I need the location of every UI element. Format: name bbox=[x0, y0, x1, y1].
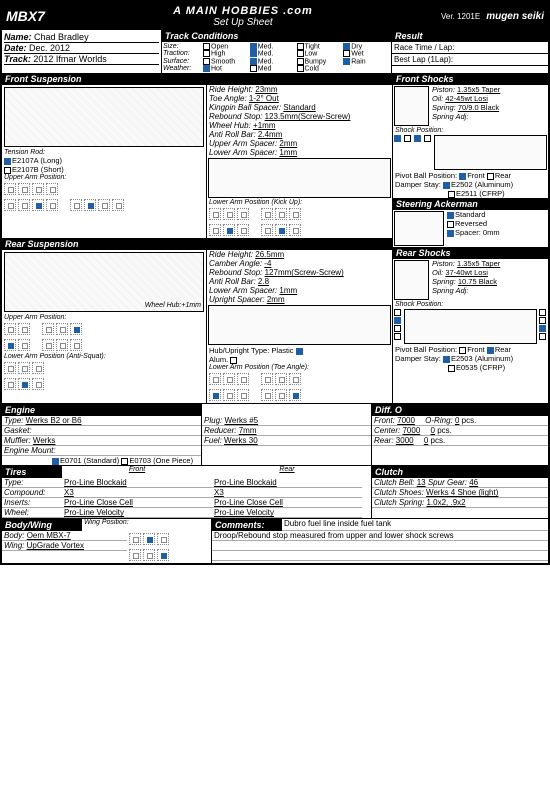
f-damper2: E2511 (CFRP) bbox=[393, 189, 548, 198]
bottom: Engine Type: Werks B2 or B6Gasket: Muffl… bbox=[2, 403, 548, 563]
body-title: Body/Wing bbox=[2, 519, 82, 531]
header-center: A MAIN HOBBIES .com Set Up Sheet bbox=[45, 5, 441, 28]
wing-pos-label: Wing Position: bbox=[82, 519, 131, 531]
rear-shocks-title: Rear Shocks bbox=[393, 247, 548, 259]
version: Ver. 1201E bbox=[441, 12, 480, 21]
rear-susp-diagram: Wheel Hub:+1mm bbox=[4, 252, 204, 312]
rear-lower-toe-label: Lower Arm Position (Toe Angle): bbox=[207, 364, 392, 371]
setup-sheet: MBX7 A MAIN HOBBIES .com Set Up Sheet Ve… bbox=[0, 0, 550, 565]
rear-susp: Wheel Hub:+1mm Upper Arm Position: Lower… bbox=[2, 250, 392, 403]
hub-alum: Alum. bbox=[207, 355, 392, 364]
rear-arm-diagram bbox=[208, 305, 391, 345]
diff-title: Diff. O bbox=[372, 404, 548, 416]
rear-susp-right: Ride Height: 26.5mmCamber Angle: -4Rebou… bbox=[207, 250, 392, 403]
logo-right: mugen seiki bbox=[486, 11, 544, 22]
rear-upper-label: Upper Arm Position: bbox=[2, 314, 206, 321]
steering-title: Steering Ackerman bbox=[393, 198, 548, 210]
rshock-pos-diagram bbox=[404, 309, 537, 344]
hub-type: Hub/Upright Type: Plastic bbox=[207, 346, 392, 355]
tension-opt-0: E2107A (Long) bbox=[2, 156, 206, 165]
comments-title: Comments: bbox=[212, 519, 282, 531]
track-cond-title: Track Conditions bbox=[162, 30, 391, 42]
tires-clutch: Tires Front Rear Type:Pro-Line BlockaidP… bbox=[2, 465, 548, 518]
front-shock-diagram bbox=[394, 86, 429, 126]
track-cond-grid: Size:OpenMed.TightDryTraction:HighMed.Lo… bbox=[162, 42, 391, 73]
tires-front-h: Front bbox=[62, 466, 212, 478]
result-title: Result bbox=[392, 30, 548, 42]
info-left: Name: Chad Bradley Date: Dec. 2012 Track… bbox=[2, 30, 162, 73]
steering-spacer: Spacer: 0mm bbox=[455, 228, 500, 237]
r-damper: Damper Stay: E2503 (Aluminum) bbox=[393, 354, 548, 363]
rear-susp-left: Wheel Hub:+1mm Upper Arm Position: Lower… bbox=[2, 250, 207, 403]
track-label: Track: bbox=[4, 54, 31, 64]
steering-rev: Reversed bbox=[455, 219, 487, 228]
front-lower-label: Lower Arm Position (Kick Up): bbox=[207, 199, 392, 206]
f-pivot: Pivot Ball Position: Front Rear bbox=[393, 171, 548, 180]
rear-susp-title: Rear Suspension bbox=[2, 238, 392, 250]
rear-shock-diagram bbox=[394, 260, 429, 300]
front-susp-diagram bbox=[4, 87, 204, 147]
front-shocks: Piston: 1.35x5 TaperOil: 42-45wt LosiSpr… bbox=[393, 85, 548, 127]
body-comments: Body/Wing Wing Position: Body: Oem MBX-7… bbox=[2, 518, 548, 563]
name-label: Name: bbox=[4, 32, 32, 42]
steering-std: Standard bbox=[455, 210, 485, 219]
rear-shocks: Piston: 1.35x5 TaperOil: 37-40wt LosiSpr… bbox=[393, 259, 548, 301]
front-upper-label: Upper Arm Position: bbox=[2, 174, 206, 181]
logo-left: MBX7 bbox=[6, 8, 45, 24]
rshock-pos bbox=[393, 308, 548, 345]
fshock-pos-label: Shock Position: bbox=[393, 127, 548, 134]
engine-diff: Engine Type: Werks B2 or B6Gasket: Muffl… bbox=[2, 403, 548, 465]
front-susp-title: Front Suspension bbox=[2, 73, 392, 85]
front-lower-pos bbox=[207, 206, 392, 238]
result: Result Race Time / Lap: Best Lap (1Lap): bbox=[392, 30, 548, 73]
mount-opt-0: E0701 (Standard) bbox=[60, 456, 119, 465]
result-racetime: Race Time / Lap: bbox=[392, 42, 548, 54]
header-subtitle: Set Up Sheet bbox=[45, 17, 441, 28]
comment-1: Droop/Rebound stop measured from upper a… bbox=[212, 531, 548, 541]
front-upper-pos bbox=[2, 181, 206, 213]
date-value: Dec. 2012 bbox=[29, 43, 70, 53]
comment-0: Dubro fuel line inside fuel tank bbox=[282, 519, 548, 531]
tires-rear-h: Rear bbox=[212, 466, 362, 478]
tension-opt-1: E2107B (Short) bbox=[2, 165, 206, 174]
right-col: Front Shocks Piston: 1.35x5 TaperOil: 42… bbox=[392, 73, 548, 403]
steering: Standard Reversed Spacer: 0mm bbox=[393, 210, 548, 247]
steering-diagram bbox=[394, 211, 444, 246]
r-damper2: E0535 (CFRP) bbox=[393, 363, 548, 372]
clutch-title: Clutch bbox=[372, 466, 548, 478]
front-susp: Tension Rod: E2107A (Long) E2107B (Short… bbox=[2, 85, 392, 238]
rear-lower-as-pos bbox=[2, 360, 206, 392]
fshock-pos bbox=[393, 134, 548, 171]
f-damper: Damper Stay: E2502 (Aluminum) bbox=[393, 180, 548, 189]
tires-title: Tires bbox=[2, 466, 62, 478]
track-conditions: Track Conditions Size:OpenMed.TightDryTr… bbox=[162, 30, 392, 73]
front-susp-right: Ride Height: 23mmToe Angle: 1-2° OutKing… bbox=[207, 85, 392, 238]
rear-lower-as-label: Lower Arm Position (Anti-Squat): bbox=[2, 353, 206, 360]
front-arm-diagram bbox=[208, 158, 391, 198]
wing-pos-grid bbox=[127, 531, 211, 563]
header: MBX7 A MAIN HOBBIES .com Set Up Sheet Ve… bbox=[2, 2, 548, 30]
r-pivot: Pivot Ball Position: Front Rear bbox=[393, 345, 548, 354]
result-bestlap: Best Lap (1Lap): bbox=[392, 54, 548, 66]
date-label: Date: bbox=[4, 43, 27, 53]
tension-label: Tension Rod: bbox=[2, 149, 206, 156]
rear-upper-pos bbox=[2, 321, 206, 353]
track-value: 2012 Ifmar Worlds bbox=[33, 54, 106, 64]
name-value: Chad Bradley bbox=[34, 32, 89, 42]
wheel-hub-note: Wheel Hub:+1mm bbox=[145, 302, 201, 309]
rear-lower-toe-pos bbox=[207, 371, 392, 403]
left-col: Front Suspension Tension Rod: E2107A (Lo… bbox=[2, 73, 392, 403]
front-shocks-title: Front Shocks bbox=[393, 73, 548, 85]
header-title: A MAIN HOBBIES .com bbox=[45, 5, 441, 17]
rshock-pos-label: Shock Position: bbox=[393, 301, 548, 308]
fshock-pos-diagram bbox=[434, 135, 547, 170]
main: Front Suspension Tension Rod: E2107A (Lo… bbox=[2, 73, 548, 403]
mount-opt-1: E0703 (One Piece) bbox=[129, 456, 193, 465]
engine-title: Engine bbox=[2, 404, 201, 416]
info-row: Name: Chad Bradley Date: Dec. 2012 Track… bbox=[2, 30, 548, 73]
front-susp-left: Tension Rod: E2107A (Long) E2107B (Short… bbox=[2, 85, 207, 238]
